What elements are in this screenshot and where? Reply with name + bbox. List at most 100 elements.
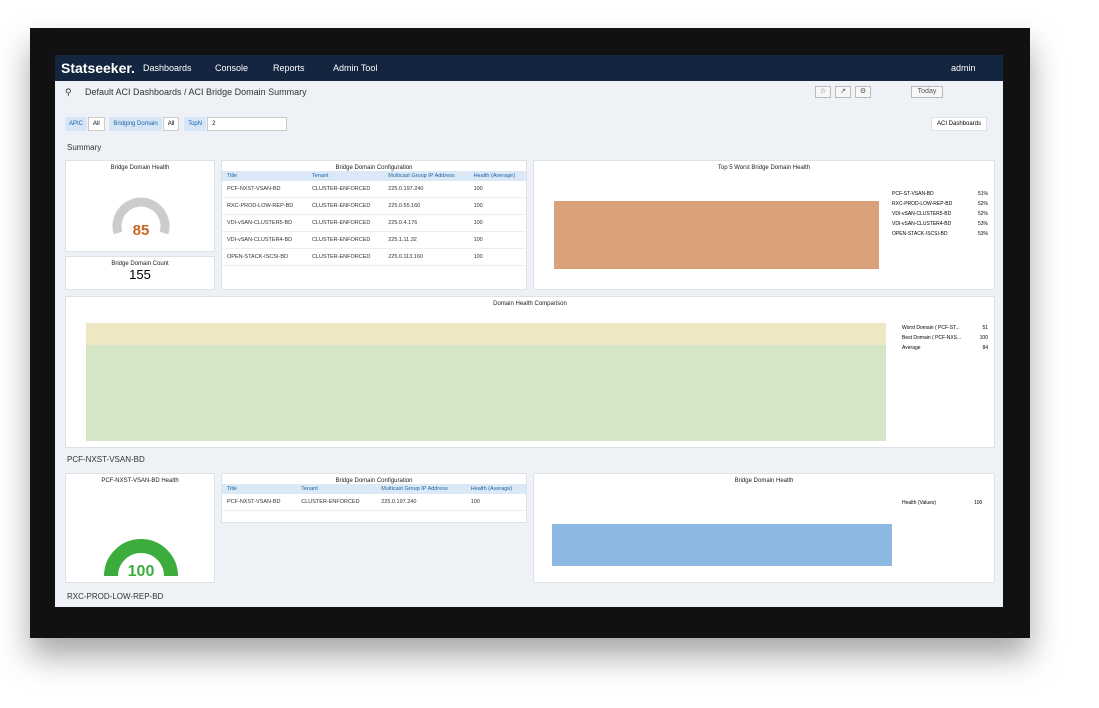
table-cell: CLUSTER-ENFORCED	[306, 181, 384, 198]
filters: APIC All Bridging Domain All TopN 2	[65, 117, 290, 131]
legend-value: 52%	[977, 201, 988, 207]
aci-dashboards-button[interactable]: ACI Dashboards	[931, 117, 988, 131]
bd2-chart	[552, 524, 892, 566]
bd2-gauge-panel: PCF-NXST-VSAN-BD Health 100	[65, 473, 215, 583]
apic-select[interactable]: All	[88, 117, 105, 131]
legend-label: RXC-PROD-LOW-REP-BD	[892, 201, 953, 207]
comp-chart	[86, 323, 886, 441]
config-panel: Bridge Domain Configuration Title Tenant M…	[221, 160, 527, 290]
panel-title: Bridge Domain Health	[734, 478, 794, 484]
nav-reports[interactable]: Reports	[273, 63, 305, 73]
table-row: RXC-PROD-LOW-REP-BD CLUSTER-ENFORCED 225.0…	[222, 197, 526, 215]
panel-title: Bridge Domain Health	[110, 165, 170, 171]
table-cell: 225.0.113.160	[383, 248, 469, 266]
comp-panel: Domain Health Comparison Worst Domain ( …	[65, 296, 995, 448]
bd2-chart-panel: Bridge Domain Health Health (Values) 100	[533, 473, 995, 583]
legend-item[interactable]: VDI-vSAN-CLUSTER5-BD 52%	[890, 209, 990, 219]
table-cell: CLUSTER-ENFORCED	[306, 248, 384, 266]
table-cell: 225.0.197.240	[383, 181, 469, 198]
search-icon[interactable]: ⚲	[65, 87, 72, 97]
legend-value: 84	[982, 345, 988, 351]
bdh-value: 85	[133, 222, 150, 239]
legend-value: 51%	[977, 191, 988, 197]
table-cell: 100	[468, 197, 526, 215]
table-row: OPEN-STACK-ISCSI-BD CLUSTER-ENFORCED 225.0…	[222, 248, 526, 266]
table-cell: CLUSTER-ENFORCED	[306, 197, 384, 215]
table-cell: 100	[465, 494, 526, 511]
topn-label: TopN	[184, 117, 207, 131]
section-rxc[interactable]: RXC-PROD-LOW-REP-BD	[67, 592, 164, 601]
table-cell: OPEN-STACK-ISCSI-BD	[222, 248, 307, 266]
column-header[interactable]: Tenant	[306, 171, 384, 181]
top5-panel: Top 5 Worst Bridge Domain Health PCF-ST-…	[533, 160, 995, 290]
bdc-panel: Bridge Domain Count 155	[65, 256, 215, 290]
section-pcf[interactable]: PCF-NXST-VSAN-BD	[67, 455, 145, 464]
legend-value: 100	[979, 335, 988, 341]
bdc-value: 155	[129, 267, 151, 282]
table-cell: CLUSTER-ENFORCED	[306, 231, 384, 249]
settings-icon[interactable]: ⚙	[855, 86, 871, 98]
nav-console[interactable]: Console	[215, 63, 249, 73]
bd-label: Bridging Domain	[109, 117, 162, 131]
config-table: Title Tenant Multicast Group IP Address Hea…	[222, 171, 526, 266]
star-icon[interactable]: ☆	[815, 86, 831, 98]
column-header[interactable]: Health (Average)	[468, 171, 526, 181]
nav-dashboards[interactable]: Dashboards	[143, 63, 192, 73]
column-header[interactable]: Tenant	[296, 484, 377, 494]
table-cell: 100	[468, 181, 526, 198]
legend-item[interactable]: OPEN-STACK-ISCSI-BD 53%	[890, 229, 990, 239]
column-header[interactable]: Title	[222, 484, 297, 494]
column-header[interactable]: Multicast Group IP Address	[383, 171, 469, 181]
legend-item[interactable]: RXC-PROD-LOW-REP-BD 52%	[890, 199, 990, 209]
logo: Statseeker.	[61, 60, 135, 76]
legend-label: PCF-ST-VSAN-BD	[892, 191, 934, 197]
share-icon[interactable]: ↗	[835, 86, 851, 98]
column-header[interactable]: Health (Average)	[465, 484, 526, 494]
table-cell: PCF-NXST-VSAN-BD	[222, 181, 307, 198]
table-row: VDI-vSAN-CLUSTER4-BD CLUSTER-ENFORCED 225.…	[222, 231, 526, 249]
legend-value: 53%	[977, 231, 988, 237]
table-cell: 100	[468, 248, 526, 266]
table-row: PCF-NXST-VSAN-BD CLUSTER-ENFORCED 225.0.19…	[222, 181, 526, 198]
top5-chart	[554, 201, 879, 269]
user-menu[interactable]: admin	[951, 63, 976, 73]
bd-select[interactable]: All	[162, 117, 180, 131]
bdh-panel: Bridge Domain Health 85	[65, 160, 215, 252]
legend-label: VDI-vSAN-CLUSTER5-BD	[892, 211, 952, 217]
legend-item[interactable]: VDI-vSAN-CLUSTER4-BD 53%	[890, 219, 990, 229]
legend-label: Average	[902, 345, 921, 351]
table-cell: CLUSTER-ENFORCED	[296, 494, 377, 511]
apic-label: APIC	[65, 117, 88, 131]
today-button[interactable]: Today	[911, 86, 943, 98]
panel-title: Top 5 Worst Bridge Domain Health	[717, 165, 811, 171]
section-summary[interactable]: Summary	[67, 143, 102, 152]
legend-label: Worst Domain ( PCF-ST...	[902, 325, 960, 331]
table-cell: 225.0.4.176	[383, 214, 469, 232]
table-cell: 225.0.55.160	[383, 197, 469, 215]
panel-title: Domain Health Comparison	[493, 301, 567, 307]
legend-item[interactable]: Worst Domain ( PCF-ST... 51	[900, 323, 990, 333]
legend-label: VDI-vSAN-CLUSTER4-BD	[892, 221, 952, 227]
comp-legend: Worst Domain ( PCF-ST... 51 Best Domain ( …	[900, 323, 990, 353]
panel-title: PCF-NXST-VSAN-BD Health	[101, 478, 179, 484]
legend-label: OPEN-STACK-ISCSI-BD	[892, 231, 948, 237]
column-header[interactable]: Multicast Group IP Address	[376, 484, 466, 494]
table-cell: VDI-vSAN-CLUSTER5-BD	[222, 214, 307, 232]
column-header[interactable]: Title	[222, 171, 307, 181]
topn-input[interactable]: 2	[207, 117, 288, 131]
legend-item[interactable]: Average 84	[900, 343, 990, 353]
legend-item[interactable]: PCF-ST-VSAN-BD 51%	[890, 189, 990, 199]
bd2-table: Title Tenant Multicast Group IP Address Hea…	[222, 484, 526, 511]
page-bar: ⚲ Default ACI Dashboards / ACI Bridge Do…	[55, 81, 1003, 103]
top5-legend: PCF-ST-VSAN-BD 51% RXC-PROD-LOW-REP-BD 52% V…	[890, 189, 990, 239]
bd2-value: 100	[128, 563, 155, 580]
nav-admin[interactable]: Admin Tool	[333, 63, 378, 73]
table-cell: 100	[468, 214, 526, 232]
table-cell: 225.1.11.32	[383, 231, 469, 249]
legend-item[interactable]: Best Domain ( PCF-NXS... 100	[900, 333, 990, 343]
breadcrumb[interactable]: Default ACI Dashboards / ACI Bridge Doma…	[85, 87, 307, 97]
top-nav: Statseeker. Dashboards Console Reports A…	[55, 55, 1003, 81]
legend-value: 52%	[977, 211, 988, 217]
panel-title: Bridge Domain Count	[111, 261, 169, 267]
table-cell: CLUSTER-ENFORCED	[306, 214, 384, 232]
